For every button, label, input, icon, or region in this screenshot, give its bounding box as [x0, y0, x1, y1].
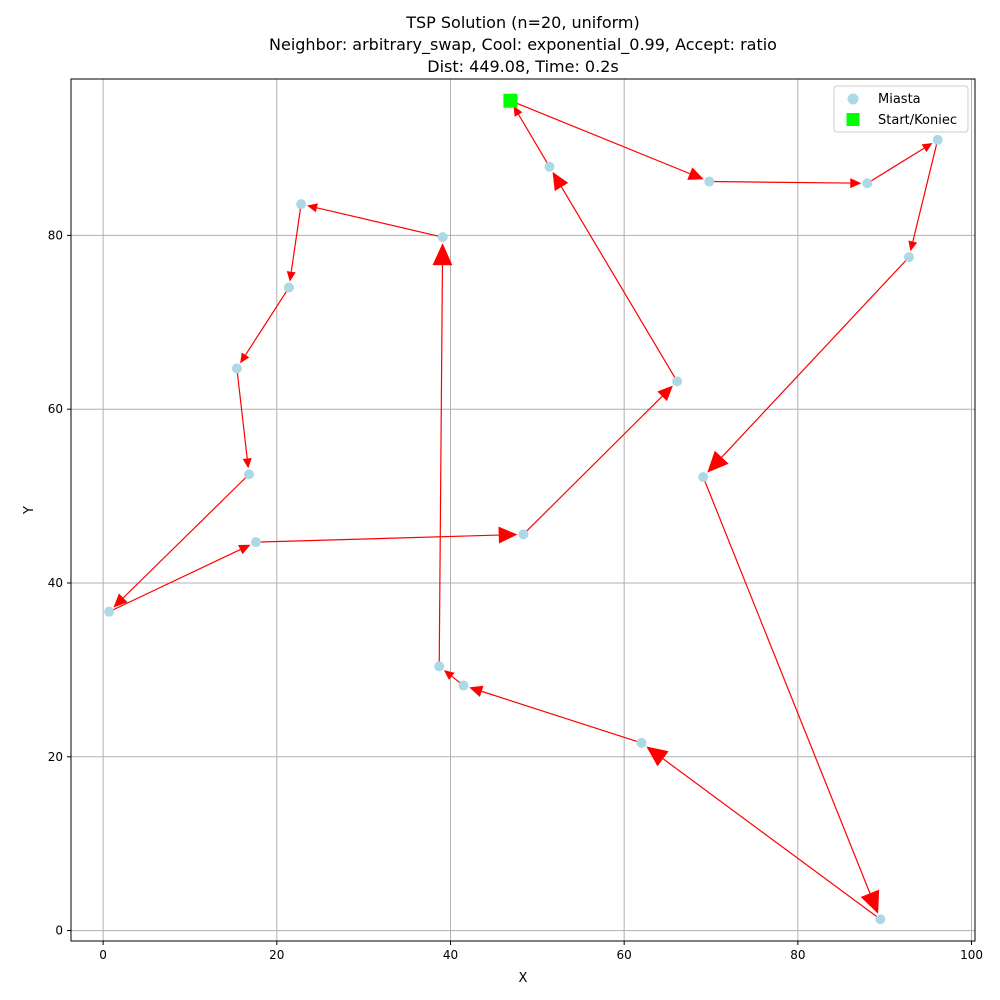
- route-arrowhead: [687, 167, 704, 180]
- plot-frame: [70, 78, 976, 942]
- city-point: [544, 161, 555, 172]
- x-axis-label: X: [519, 971, 528, 986]
- city-point: [636, 737, 647, 748]
- grid: [71, 79, 975, 941]
- legend-box: [833, 85, 969, 133]
- cities: [104, 134, 943, 925]
- route-arrowhead: [657, 385, 673, 402]
- route-segment: [255, 534, 499, 543]
- route-arrowhead: [469, 685, 484, 697]
- city-point: [104, 606, 115, 617]
- city-point: [698, 471, 709, 482]
- city-point: [250, 537, 261, 548]
- start-end-point: [503, 93, 518, 108]
- route-segment: [560, 186, 678, 382]
- route-arrowhead: [443, 670, 455, 680]
- route-segment: [236, 368, 248, 459]
- x-tick-label: 0: [99, 948, 107, 962]
- route-segment: [523, 395, 663, 535]
- y-tick-label: 80: [48, 228, 63, 242]
- y-tick-label: 60: [48, 402, 63, 416]
- city-point: [296, 199, 307, 210]
- route-segment: [518, 114, 551, 168]
- y-tick-label: 0: [55, 924, 63, 938]
- chart-title-line-1: TSP Solution (n=20, uniform): [405, 13, 640, 32]
- route-arrowhead: [286, 271, 296, 282]
- legend-city-marker: [847, 93, 859, 105]
- legend-label-start-koniec: Start/Koniec: [878, 113, 957, 128]
- legend-start-marker: [846, 113, 860, 126]
- route-segment: [709, 180, 851, 184]
- legend: Miasta Start/Koniec: [833, 85, 969, 133]
- y-axis-label: Y: [22, 506, 37, 515]
- route-arrowhead: [306, 203, 318, 213]
- x-tick-label: 60: [617, 948, 632, 962]
- route-arrowhead: [921, 142, 933, 153]
- route-segment: [912, 139, 939, 242]
- axis-ticks: 0 20 40 60 80 100 0 20 40 60 80: [48, 228, 983, 962]
- x-tick-label: 100: [960, 948, 983, 962]
- route-segment: [316, 207, 443, 238]
- x-tick-label: 40: [443, 948, 458, 962]
- x-tick-label: 20: [269, 948, 284, 962]
- legend-label-miasta: Miasta: [878, 92, 921, 107]
- route-arrowhead: [707, 450, 729, 473]
- route-segment: [702, 476, 871, 894]
- route-segment: [510, 100, 691, 175]
- route-arrowhead: [240, 352, 250, 364]
- city-point: [518, 529, 529, 540]
- route-segment: [122, 473, 250, 599]
- route-segment: [662, 758, 881, 920]
- route-arrowhead: [860, 889, 880, 914]
- route-segment: [108, 549, 241, 613]
- route-arrowhead: [646, 746, 669, 767]
- city-point: [283, 282, 294, 293]
- city-point: [458, 680, 469, 691]
- chart-title-line-3: Dist: 449.08, Time: 0.2s: [427, 57, 618, 76]
- city-point: [437, 232, 448, 243]
- route-arrowhead: [850, 178, 862, 189]
- route-segment: [438, 265, 444, 667]
- city-point: [244, 469, 255, 480]
- city-point: [434, 661, 445, 672]
- city-point: [862, 178, 873, 189]
- route-segment: [481, 690, 642, 744]
- route: [108, 100, 939, 920]
- route-arrowhead: [242, 457, 252, 469]
- city-point: [875, 914, 886, 925]
- start-marker: [503, 93, 518, 108]
- route-segment: [245, 287, 290, 356]
- x-tick-label: 80: [790, 948, 805, 962]
- route-arrowhead: [113, 593, 128, 608]
- route-segment: [721, 256, 910, 458]
- y-tick-label: 40: [48, 576, 63, 590]
- city-point: [904, 252, 915, 263]
- route-arrowhead: [552, 171, 569, 191]
- route-arrowhead: [908, 240, 918, 252]
- route-arrowhead: [432, 243, 453, 266]
- route-arrowhead: [238, 544, 251, 555]
- city-point: [704, 176, 715, 187]
- city-point: [231, 363, 242, 374]
- city-point: [672, 376, 683, 387]
- chart-title-line-2: Neighbor: arbitrary_swap, Cool: exponent…: [269, 35, 777, 55]
- y-tick-label: 20: [48, 750, 63, 764]
- city-point: [932, 134, 943, 145]
- route-segment: [867, 147, 925, 184]
- route-segment: [290, 204, 302, 272]
- route-arrowhead: [513, 105, 523, 117]
- route-arrowhead: [498, 526, 518, 544]
